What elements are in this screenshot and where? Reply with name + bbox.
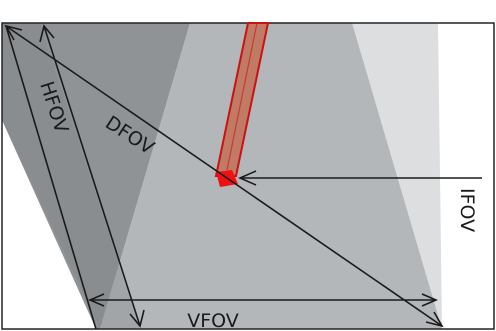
region-dark xyxy=(2,23,190,329)
region-mid xyxy=(100,23,442,329)
ifov-arrow xyxy=(238,170,482,186)
pixel-column-edge xyxy=(226,22,258,171)
region-shade xyxy=(2,23,140,329)
vfov-label: VFOV xyxy=(187,310,239,331)
vfov-arrow xyxy=(87,293,439,307)
fov-edge-left xyxy=(5,25,97,330)
ifov-label: IFOV xyxy=(456,188,478,232)
hfov-arrow xyxy=(39,24,145,328)
